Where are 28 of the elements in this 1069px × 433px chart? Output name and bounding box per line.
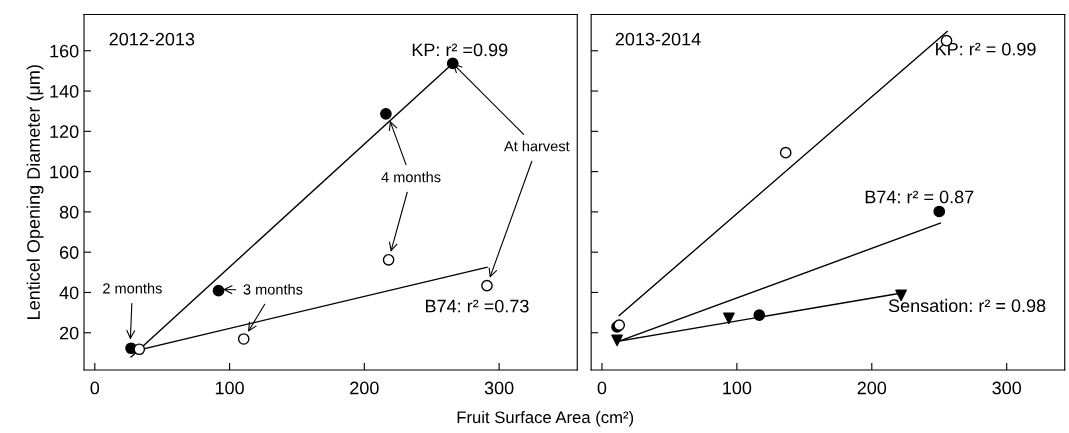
x-tick-label: 200 bbox=[350, 381, 379, 395]
series-label: Sensation: r² = 0.98 bbox=[888, 298, 1046, 313]
annotation: 3 months bbox=[243, 283, 303, 295]
annotation: 4 months bbox=[381, 171, 441, 183]
y-tick-label: 60 bbox=[60, 246, 79, 259]
annotation: At harvest bbox=[504, 140, 570, 152]
x-tick-label: 100 bbox=[723, 381, 752, 395]
x-tick-label: 0 bbox=[90, 381, 100, 395]
x-tick-label: 0 bbox=[597, 381, 607, 395]
y-axis-title: Lenticel Opening Diameter (μm) bbox=[26, 65, 44, 319]
text: 2013-2014 bbox=[615, 32, 701, 46]
x-tick-label: 300 bbox=[992, 381, 1022, 395]
y-tick-label: 100 bbox=[50, 165, 79, 179]
y-tick-label: 40 bbox=[59, 286, 79, 300]
annotation: 2 months bbox=[103, 282, 162, 294]
x-axis-title: Fruit Surface Area (cm²) bbox=[457, 410, 634, 427]
series-label: KP: r² =0.99 bbox=[412, 43, 508, 57]
series-label: B74: r² = 0.87 bbox=[865, 190, 974, 204]
y-tick-label: 120 bbox=[50, 125, 79, 139]
x-tick-label: 200 bbox=[857, 381, 887, 395]
y-tick-label: 160 bbox=[50, 44, 79, 58]
y-tick-label: 140 bbox=[50, 84, 79, 98]
y-tick-label: 20 bbox=[59, 326, 79, 340]
y-tick-label: 80 bbox=[59, 205, 79, 219]
x-tick-label: 300 bbox=[484, 381, 514, 395]
x-tick-label: 100 bbox=[215, 381, 244, 395]
text: 2012-2013 bbox=[109, 32, 195, 46]
series-label: B74: r² =0.73 bbox=[426, 299, 529, 313]
